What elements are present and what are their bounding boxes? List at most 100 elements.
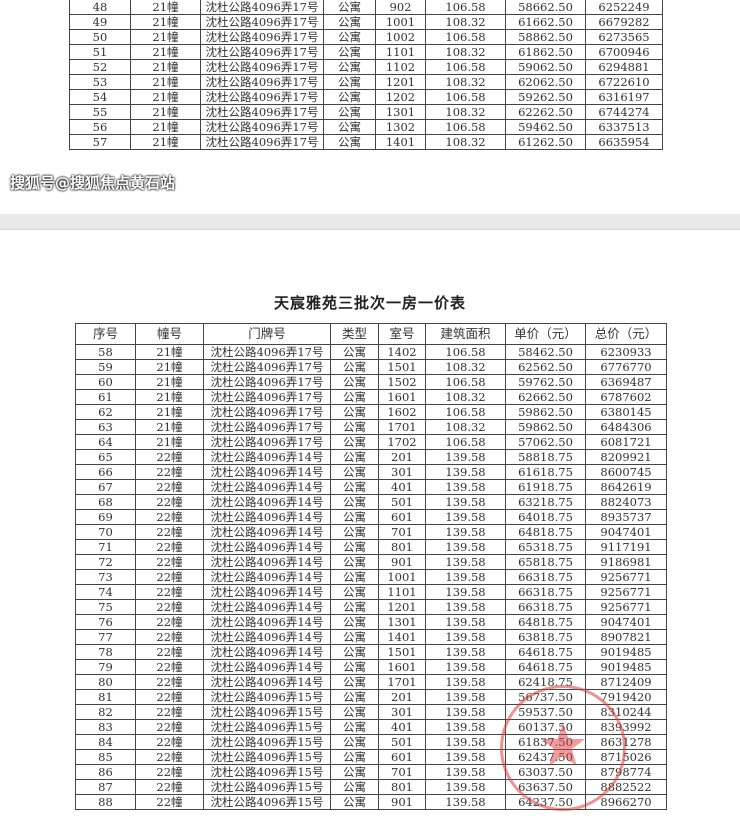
cell-type: 公寓 [323, 0, 376, 15]
cell-building: 22幢 [135, 494, 204, 510]
cell-index: 69 [75, 509, 136, 525]
cell-type: 公寓 [330, 359, 379, 375]
cell-type: 公寓 [323, 14, 376, 30]
table-row: 76 22幢 沈杜公路4096弄14号 公寓 1301 139.58 64818.75 904… [75, 614, 667, 630]
header-type: 类型 [330, 323, 379, 345]
cell-address: 沈杜公路4096弄17号 [203, 419, 331, 435]
cell-room: 701 [378, 524, 426, 540]
cell-type: 公寓 [330, 719, 379, 735]
cell-building: 22幢 [135, 659, 204, 675]
cell-total-price: 6744274 [585, 104, 663, 120]
cell-index: 49 [69, 14, 131, 30]
cell-room: 1502 [378, 374, 426, 390]
cell-type: 公寓 [330, 779, 379, 795]
cell-type: 公寓 [323, 119, 376, 135]
header-area: 建筑面积 [425, 323, 506, 345]
table-row: 67 22幢 沈杜公路4096弄14号 公寓 401 139.58 61918.75 8642… [75, 479, 667, 495]
cell-type: 公寓 [330, 644, 379, 660]
table-row: 64 21幢 沈杜公路4096弄17号 公寓 1702 106.58 57062.50 608… [75, 434, 667, 450]
cell-unit-price: 62662.50 [505, 389, 586, 405]
cell-building: 21幢 [130, 44, 201, 60]
cell-area: 106.58 [425, 404, 506, 420]
header-index: 序号 [75, 323, 136, 345]
cell-index: 58 [75, 344, 136, 360]
table-row: 48 21幢 沈杜公路4096弄17号 公寓 902 106.58 58662.50 6252… [69, 0, 663, 15]
table-row: 51 21幢 沈杜公路4096弄17号 公寓 1101 108.32 61862.50 670… [69, 44, 663, 60]
cell-unit-price: 65818.75 [505, 554, 586, 570]
cell-type: 公寓 [330, 479, 379, 495]
cell-area: 139.58 [425, 449, 506, 465]
header-room: 室号 [378, 323, 426, 345]
cell-building: 21幢 [130, 119, 201, 135]
cell-index: 79 [75, 659, 136, 675]
cell-address: 沈杜公路4096弄14号 [203, 494, 331, 510]
cell-room: 301 [378, 464, 426, 480]
table-row: 83 22幢 沈杜公路4096弄15号 公寓 401 139.58 60137.50 8393… [75, 719, 667, 735]
table-row: 49 21幢 沈杜公路4096弄17号 公寓 1001 108.32 61662.50 667… [69, 14, 663, 30]
cell-area: 139.58 [425, 584, 506, 600]
cell-unit-price: 64237.50 [505, 794, 586, 810]
cell-unit-price: 61618.75 [505, 464, 586, 480]
cell-area: 139.58 [425, 779, 506, 795]
cell-building: 22幢 [135, 629, 204, 645]
cell-unit-price: 63218.75 [505, 494, 586, 510]
cell-room: 1501 [378, 359, 426, 375]
cell-total-price: 8966270 [585, 794, 667, 810]
cell-unit-price: 62437.50 [505, 749, 586, 765]
cell-unit-price: 59262.50 [505, 89, 586, 105]
cell-type: 公寓 [330, 689, 379, 705]
table-row: 87 22幢 沈杜公路4096弄15号 公寓 801 139.58 63637.50 8882… [75, 779, 667, 795]
cell-building: 21幢 [135, 434, 204, 450]
cell-total-price: 6635954 [585, 134, 663, 150]
cell-room: 1401 [375, 134, 426, 150]
cell-index: 50 [69, 29, 131, 45]
cell-area: 139.58 [425, 494, 506, 510]
cell-type: 公寓 [330, 434, 379, 450]
cell-area: 139.58 [425, 719, 506, 735]
table-row: 53 21幢 沈杜公路4096弄17号 公寓 1201 108.32 62062.50 672… [69, 74, 663, 90]
cell-address: 沈杜公路4096弄17号 [200, 119, 324, 135]
cell-total-price: 6679282 [585, 14, 663, 30]
cell-address: 沈杜公路4096弄14号 [203, 464, 331, 480]
cell-room: 1501 [378, 644, 426, 660]
table-row: 81 22幢 沈杜公路4096弄15号 公寓 201 139.58 56737.50 7919… [75, 689, 667, 705]
cell-room: 1001 [378, 569, 426, 585]
cell-type: 公寓 [323, 89, 376, 105]
cell-unit-price: 65318.75 [505, 539, 586, 555]
table-header-row: 序号 幢号 门牌号 类型 室号 建筑面积 单价（元） 总价（元） [75, 323, 667, 345]
cell-total-price: 6337513 [585, 119, 663, 135]
cell-index: 72 [75, 554, 136, 570]
cell-room: 901 [378, 794, 426, 810]
cell-address: 沈杜公路4096弄17号 [203, 344, 331, 360]
cell-address: 沈杜公路4096弄14号 [203, 449, 331, 465]
cell-building: 21幢 [130, 104, 201, 120]
cell-area: 108.32 [425, 104, 506, 120]
cell-total-price: 6230933 [585, 344, 667, 360]
cell-room: 201 [378, 449, 426, 465]
cell-total-price: 6776770 [585, 359, 667, 375]
cell-type: 公寓 [330, 734, 379, 750]
cell-area: 139.58 [425, 554, 506, 570]
cell-room: 1101 [378, 584, 426, 600]
cell-total-price: 8209921 [585, 449, 667, 465]
cell-address: 沈杜公路4096弄15号 [203, 689, 331, 705]
cell-area: 139.58 [425, 749, 506, 765]
cell-address: 沈杜公路4096弄15号 [203, 719, 331, 735]
cell-address: 沈杜公路4096弄14号 [203, 539, 331, 555]
cell-room: 501 [378, 734, 426, 750]
header-unit-price: 单价（元） [505, 323, 586, 345]
table-row: 75 22幢 沈杜公路4096弄14号 公寓 1201 139.58 66318.75 925… [75, 599, 667, 615]
cell-unit-price: 63037.50 [505, 764, 586, 780]
cell-unit-price: 56737.50 [505, 689, 586, 705]
cell-total-price: 8715026 [585, 749, 667, 765]
cell-type: 公寓 [330, 794, 379, 810]
cell-total-price: 6380145 [585, 404, 667, 420]
cell-address: 沈杜公路4096弄17号 [200, 74, 324, 90]
cell-address: 沈杜公路4096弄15号 [203, 779, 331, 795]
cell-unit-price: 61918.75 [505, 479, 586, 495]
cell-room: 1601 [378, 659, 426, 675]
cell-index: 87 [75, 779, 136, 795]
cell-index: 56 [69, 119, 131, 135]
cell-room: 1202 [375, 89, 426, 105]
cell-type: 公寓 [330, 599, 379, 615]
